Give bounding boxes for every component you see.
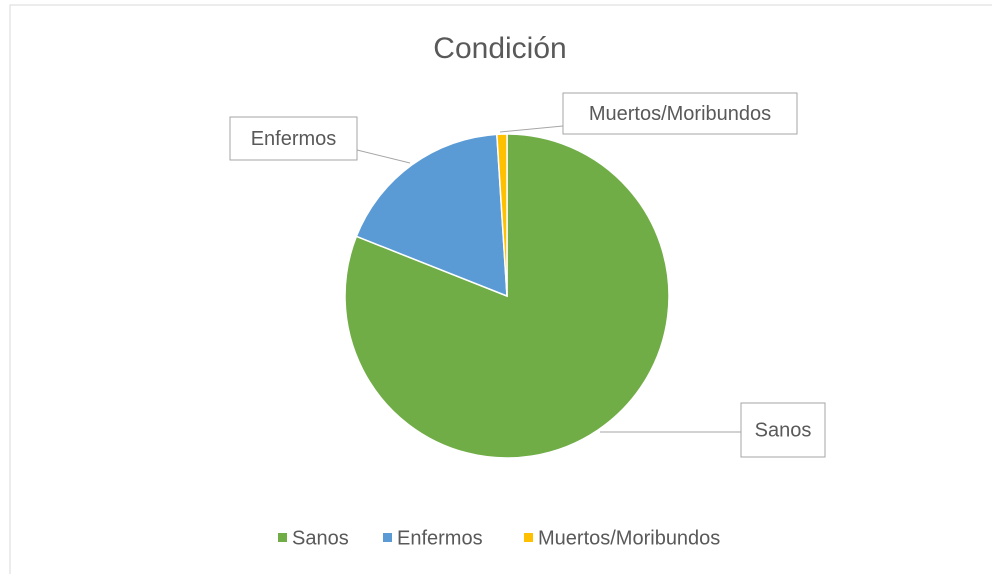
leader-line <box>499 125 564 133</box>
data-label: Muertos/Moribundos <box>589 103 771 125</box>
pie-slice <box>496 133 508 297</box>
data-label-box <box>562 92 798 135</box>
legend-label: Muertos/Moribundos <box>538 527 720 549</box>
legend-swatch <box>524 533 533 542</box>
data-label-box <box>740 402 826 458</box>
legend-label: Enfermos <box>397 527 483 549</box>
chart-title: Condición <box>433 32 566 65</box>
legend-swatch <box>383 533 392 542</box>
data-label: Enfermos <box>251 128 337 150</box>
legend-swatch <box>278 533 287 542</box>
leader-line <box>356 149 411 164</box>
data-label: Sanos <box>755 419 812 441</box>
pie-slice <box>355 133 508 298</box>
legend-label: Sanos <box>292 527 349 549</box>
data-label-box <box>229 116 358 161</box>
